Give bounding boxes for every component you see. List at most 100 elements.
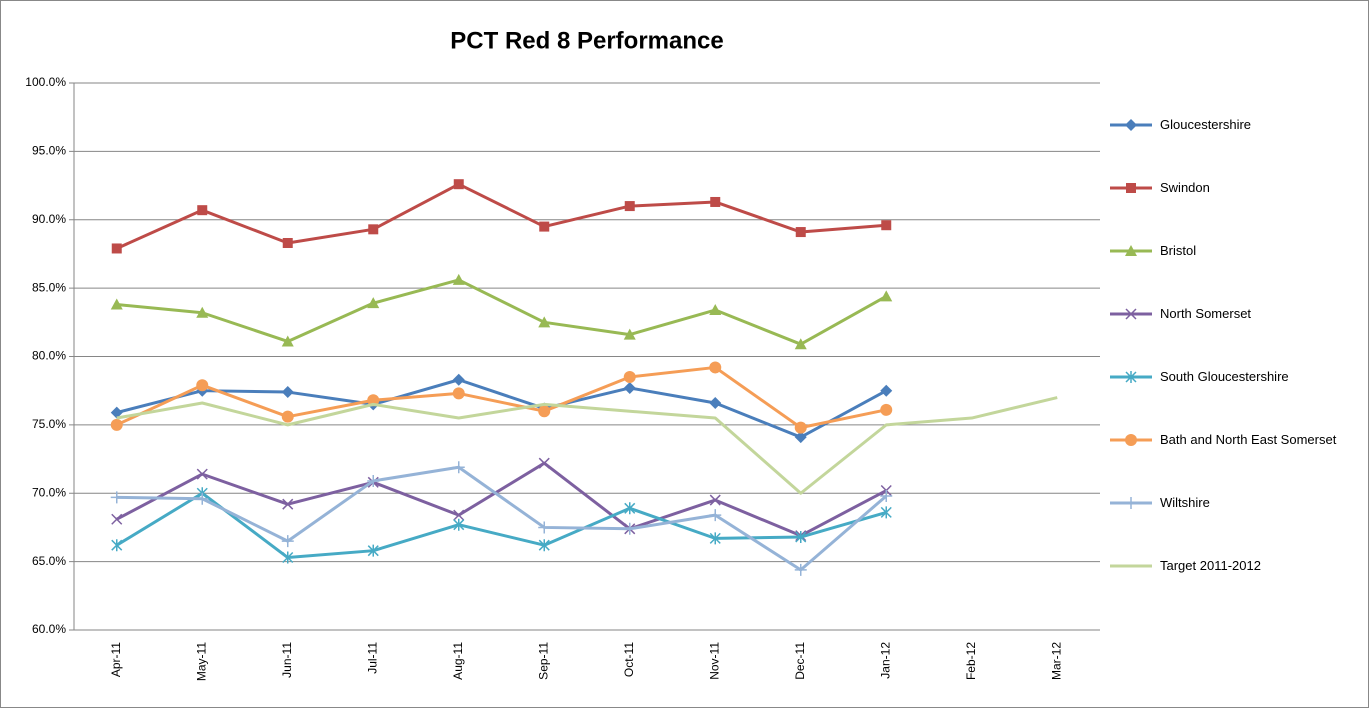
marker [367,544,379,557]
marker [1125,119,1137,131]
marker [538,539,550,552]
legend-label: Swindon [1160,180,1210,195]
marker [794,431,807,444]
marker [111,539,123,552]
marker [709,509,722,522]
x-tick-label: Sep-11 [536,642,550,680]
marker [1125,434,1137,446]
x-tick-label: Jun-11 [280,642,294,678]
marker [110,406,123,419]
marker [1125,371,1137,383]
marker [1125,497,1137,509]
y-tick-label: 65.0% [32,554,66,568]
legend-label: Bath and North East Somerset [1160,432,1337,447]
marker [794,421,807,434]
marker [196,306,209,318]
marker [794,338,807,350]
marker [880,506,892,519]
legend-label: Gloucestershire [1160,117,1252,132]
y-tick-label: 100.0% [25,75,66,89]
marker [282,498,294,510]
x-tick-label: Apr-11 [109,642,123,677]
marker [1125,308,1137,320]
marker [709,396,722,409]
x-tick-label: Jan-12 [878,642,892,679]
marker [453,179,464,190]
x-tick-label: Dec-11 [793,642,807,680]
legend-label: Wiltshire [1160,495,1210,510]
marker [709,494,721,506]
series-line [116,378,887,439]
marker [880,290,893,302]
y-tick-label: 75.0% [32,417,66,431]
legend-label: South Gloucestershire [1160,369,1289,384]
marker [795,227,806,238]
marker [110,491,123,504]
marker [881,220,892,231]
y-tick-label: 60.0% [32,622,66,636]
marker [709,304,722,316]
marker [539,221,550,232]
marker [623,328,636,340]
x-tick-label: Oct-11 [622,642,636,677]
marker [452,461,465,474]
marker [623,371,636,384]
marker [452,387,465,400]
marker [880,384,893,397]
marker [196,379,209,392]
marker [282,551,294,564]
marker [110,298,123,310]
marker [367,297,380,309]
y-tick-label: 85.0% [32,280,66,294]
marker [452,273,465,285]
y-tick-label: 90.0% [32,212,66,226]
marker [452,373,465,386]
marker [197,205,208,216]
marker [794,563,807,576]
x-tick-label: Jul-11 [365,642,379,674]
y-tick-label: 95.0% [32,144,66,158]
marker [368,224,379,235]
x-tick-label: Aug-11 [451,642,465,680]
x-tick-label: Mar-12 [1049,642,1063,680]
marker [624,502,636,515]
marker [1125,245,1137,256]
marker [709,532,721,545]
series-line [116,365,887,430]
marker [880,403,893,416]
marker [710,196,721,207]
legend-label: Target 2011-2012 [1160,558,1261,573]
marker [538,457,550,469]
marker [624,201,635,212]
marker [367,394,380,407]
marker [111,513,123,525]
series-line [116,465,888,572]
series-line [115,491,887,560]
series-line [116,182,887,250]
series-line [116,461,887,538]
marker [623,381,636,394]
marker [538,521,551,534]
marker [709,361,722,374]
y-tick-label: 80.0% [32,349,66,363]
legend-label: North Somerset [1160,306,1252,321]
marker [281,410,294,423]
marker [1126,183,1136,193]
marker [538,316,551,328]
marker [281,535,294,548]
marker [196,468,208,480]
marker [196,492,209,505]
marker [281,335,294,347]
legend-label: Bristol [1160,243,1197,258]
marker [880,489,893,502]
series-line [116,278,887,346]
x-tick-label: May-11 [194,642,208,681]
marker [110,418,123,431]
marker [623,522,636,535]
series-line [116,396,1058,495]
marker [453,509,465,521]
marker [367,474,380,487]
